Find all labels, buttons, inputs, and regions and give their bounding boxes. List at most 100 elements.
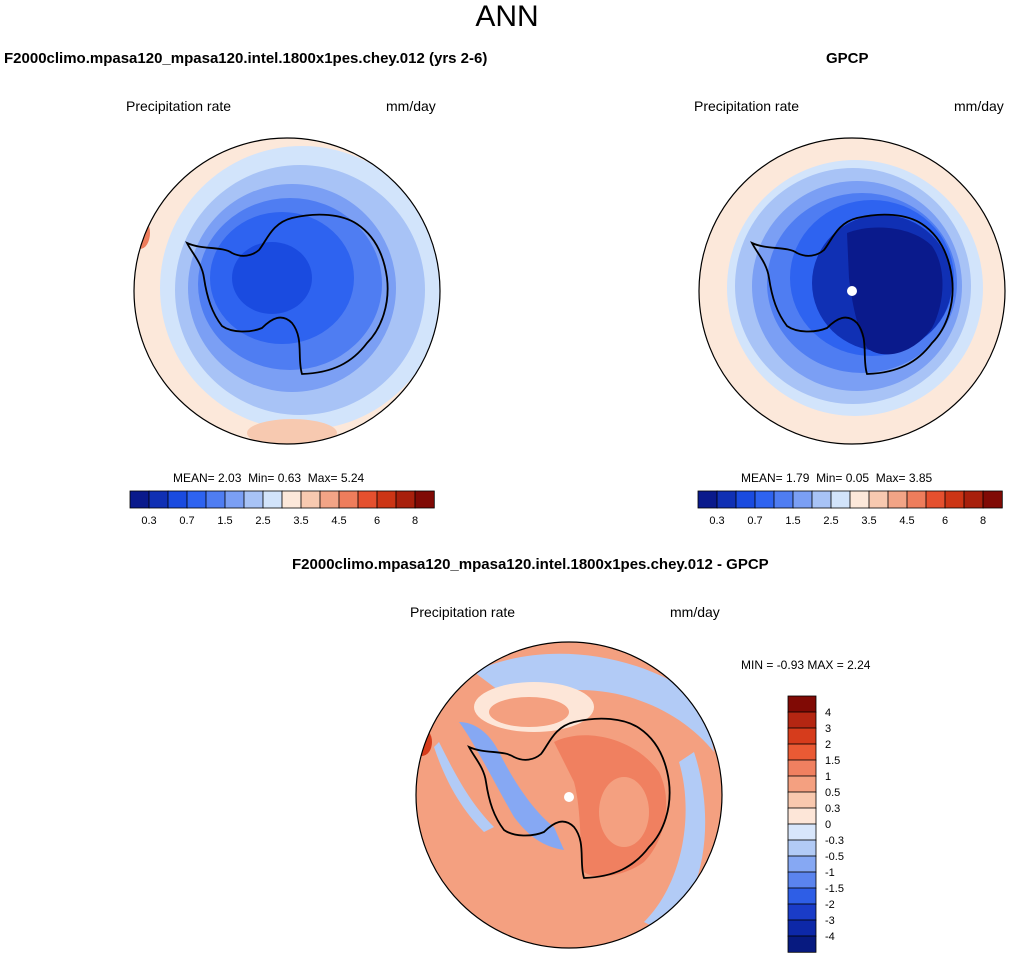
map-1-band-0: [232, 242, 312, 314]
colorbar-box: [697, 490, 718, 509]
colorbar-box: [787, 791, 817, 809]
colorbar-tick-label: 8: [412, 515, 418, 527]
colorbar-box: [787, 759, 817, 777]
panel-2-title: GPCP: [826, 50, 869, 67]
panel-1-colorbar: 0.3 0.7 1.5 2.5 3.5 4.5 6 8: [129, 490, 435, 527]
colorbar-tick-label: -4: [825, 931, 835, 943]
colorbar-box: [787, 855, 817, 873]
colorbar-tick-label: -1: [825, 867, 835, 879]
colorbar-box: [963, 490, 984, 509]
colorbar-box: [830, 490, 851, 509]
panel-2-stats: MEAN= 1.79 Min= 0.05 Max= 3.85: [741, 471, 932, 485]
colorbar-box: [716, 490, 737, 509]
colorbar-tick-label: 6: [942, 515, 948, 527]
colorbar-tick-label: 4.5: [331, 515, 346, 527]
panel-2-left-label: Precipitation rate: [694, 98, 800, 114]
colorbar-box: [300, 490, 321, 509]
map-1-hotspot: [134, 217, 150, 249]
colorbar-box: [205, 490, 226, 509]
panel-1-map: [133, 137, 441, 445]
panel-3-right-label: mm/day: [670, 604, 720, 620]
map-3-antarctica-coast: [467, 717, 671, 879]
panel-1-min: 0.63: [277, 471, 302, 485]
colorbar-tick-label: 0.3: [825, 803, 840, 815]
map-2-driest-core: [847, 227, 943, 355]
panel-3-min: -0.93: [776, 658, 805, 672]
panel-1-max-label: Max=: [307, 471, 338, 485]
colorbar-box: [787, 903, 817, 921]
panel-1-right-label: mm/day: [386, 98, 436, 114]
colorbar-tick-label: 1.5: [785, 515, 800, 527]
page-title: ANN: [475, 0, 539, 33]
colorbar-box: [224, 490, 245, 509]
colorbar-tick-label: 0.7: [179, 515, 194, 527]
colorbar-box: [792, 490, 813, 509]
colorbar-box: [787, 695, 817, 713]
map-1-antarctica-coast: [185, 213, 389, 375]
colorbar-box: [148, 490, 169, 509]
colorbar-tick-label: 6: [374, 515, 380, 527]
panel-2-max: 3.85: [908, 471, 933, 485]
colorbar-box: [787, 775, 817, 793]
colorbar-tick-label: 3.5: [293, 515, 308, 527]
map-3-frame: [415, 641, 723, 949]
map-1-frame: [133, 137, 441, 445]
panel-1-min-label: Min=: [248, 471, 275, 485]
map-3-peninsula-cool: [459, 722, 564, 850]
colorbar-box: [281, 490, 302, 509]
colorbar-tick-label: -0.5: [825, 851, 844, 863]
panel-3-max: 2.24: [847, 658, 871, 672]
colorbar-tick-label: 0.7: [747, 515, 762, 527]
colorbar-tick-label: 0.3: [141, 515, 156, 527]
map-2-pole-hole: [847, 286, 857, 296]
colorbar-tick-label: -3: [825, 915, 835, 927]
colorbar-box: [357, 490, 378, 509]
colorbar-tick-label: 2.5: [823, 515, 838, 527]
panel-1-mean-label: MEAN=: [173, 471, 215, 485]
colorbar-tick-label: 1.5: [217, 515, 232, 527]
colorbar-box: [787, 919, 817, 937]
map-2-frame: [698, 137, 1006, 445]
map-3-cool-ring-right: [644, 752, 706, 932]
panel-3-map: [415, 641, 723, 949]
panel-2-map: [698, 137, 1006, 445]
colorbar-box: [887, 490, 908, 509]
panel-2-min-label: Min=: [816, 471, 843, 485]
panel-2-mean-label: MEAN=: [741, 471, 783, 485]
colorbar-box: [754, 490, 775, 509]
colorbar-box: [129, 490, 150, 509]
colorbar-tick-label: -1.5: [825, 883, 844, 895]
colorbar-tick-label: 2: [825, 739, 831, 751]
panel-2-max-label: Max=: [875, 471, 906, 485]
colorbar-box: [906, 490, 927, 509]
colorbar-tick-label: 0.3: [709, 515, 724, 527]
colorbar-box: [167, 490, 188, 509]
colorbar-box: [982, 490, 1003, 509]
colorbar-box: [395, 490, 416, 509]
panel-3-left-label: Precipitation rate: [410, 604, 516, 620]
colorbar-tick-label: 0: [825, 819, 831, 831]
colorbar-tick-label: 4.5: [899, 515, 914, 527]
panel-2-mean: 1.79: [786, 471, 810, 485]
map-2-antarctica-coast: [750, 213, 954, 375]
colorbar-box: [414, 490, 435, 509]
colorbar-box: [787, 823, 817, 841]
panel-2-min: 0.05: [845, 471, 870, 485]
colorbar-tick-label: 3: [825, 723, 831, 735]
colorbar-box: [773, 490, 794, 509]
map-3-warm-inner: [599, 777, 649, 847]
colorbar-box: [787, 727, 817, 745]
map-3-pole-hole: [564, 792, 574, 802]
panel-1-mean: 2.03: [218, 471, 242, 485]
panel-1-title: F2000climo.mpasa120_mpasa120.intel.1800x…: [4, 50, 488, 67]
panel-3-colorbar: 4 3 2 1.5 1 0.5 0.3 0 -0.3 -0.5 -1 -1.5 -2 -3 -4: [787, 695, 844, 953]
panel-3-min-label: MIN =: [741, 658, 774, 672]
colorbar-tick-label: 3.5: [861, 515, 876, 527]
colorbar-tick-label: 0.5: [825, 787, 840, 799]
colorbar-box: [735, 490, 756, 509]
panel-1-left-label: Precipitation rate: [126, 98, 232, 114]
panel-2-colorbar: 0.3 0.7 1.5 2.5 3.5 4.5 6 8: [697, 490, 1003, 527]
panel-1-max: 5.24: [340, 471, 365, 485]
colorbar-tick-label: 1.5: [825, 755, 840, 767]
colorbar-box: [849, 490, 870, 509]
